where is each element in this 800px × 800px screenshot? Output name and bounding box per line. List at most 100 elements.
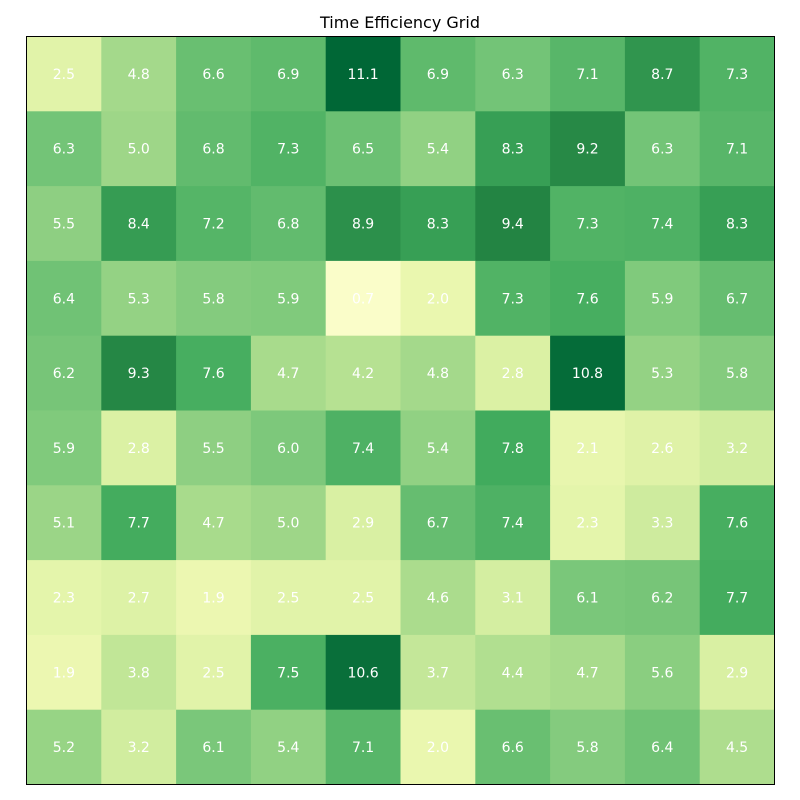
- cell-value-label: 6.5: [352, 142, 374, 158]
- heatmap-cell: [475, 709, 551, 785]
- cell-value-label: 6.6: [502, 740, 524, 756]
- cell-value-label: 5.9: [651, 291, 673, 307]
- heatmap-cell: [101, 335, 177, 411]
- cell-value-label: 5.4: [427, 441, 449, 457]
- cell-value-label: 7.7: [128, 516, 150, 532]
- cell-value-label: 5.3: [651, 366, 673, 382]
- cell-value-label: 7.2: [202, 217, 224, 233]
- cell-value-label: 7.5: [277, 665, 299, 681]
- heatmap-cell: [400, 560, 476, 636]
- heatmap-cell: [325, 36, 401, 112]
- heatmap-cell: [624, 111, 701, 187]
- heatmap-cell: [475, 560, 551, 636]
- cell-value-label: 2.0: [427, 740, 449, 756]
- cell-value-label: 7.1: [352, 740, 374, 756]
- heatmap-cell: [26, 260, 102, 337]
- cell-value-label: 7.3: [576, 217, 598, 233]
- heatmap-cell: [325, 186, 401, 262]
- heatmap-cell: [250, 335, 327, 411]
- cell-value-label: 3.1: [502, 591, 524, 607]
- heatmap-cell: [550, 560, 626, 636]
- heatmap-cell: [325, 560, 401, 636]
- cell-value-label: 6.7: [726, 291, 748, 307]
- cell-value-label: 7.8: [502, 441, 524, 457]
- cell-value-label: 5.8: [726, 366, 748, 382]
- heatmap-cell: [400, 111, 476, 187]
- cell-value-label: 3.7: [427, 665, 449, 681]
- heatmap-cell: [250, 186, 327, 262]
- cell-value-label: 4.8: [427, 366, 449, 382]
- cell-value-label: 5.5: [202, 441, 224, 457]
- cell-value-label: 6.0: [277, 441, 299, 457]
- heatmap-cell: [550, 111, 626, 187]
- heatmap-cell: [250, 709, 327, 785]
- heatmap-cell: [550, 36, 626, 112]
- heatmap-cell: [699, 485, 775, 561]
- cell-value-label: 6.2: [53, 366, 75, 382]
- cell-value-label: 6.8: [202, 142, 224, 158]
- heatmap-cell: [325, 111, 401, 187]
- heatmap-cell: [176, 260, 252, 337]
- cell-value-label: 9.3: [128, 366, 150, 382]
- cell-value-label: 7.6: [576, 291, 598, 307]
- heatmap-cell: [325, 260, 401, 337]
- heatmap-cell: [550, 634, 626, 711]
- cell-value-label: 4.8: [128, 67, 150, 83]
- cell-value-label: 2.3: [53, 591, 75, 607]
- heatmap-cell: [624, 709, 701, 785]
- heatmap-cell: [325, 335, 401, 411]
- heatmap-cell: [26, 485, 102, 561]
- cell-value-label: 7.3: [502, 291, 524, 307]
- heatmap-cell: [550, 260, 626, 337]
- cell-value-label: 6.4: [53, 291, 75, 307]
- cell-value-label: 8.4: [128, 217, 150, 233]
- cell-value-label: 4.7: [202, 516, 224, 532]
- heatmap-cell: [550, 709, 626, 785]
- heatmap-cell: [176, 634, 252, 711]
- cell-value-label: 4.7: [576, 665, 598, 681]
- cell-value-label: 3.2: [726, 441, 748, 457]
- cell-value-label: 6.9: [427, 67, 449, 83]
- heatmap-cell: [550, 410, 626, 486]
- heatmap-cell: [250, 36, 327, 112]
- cell-value-label: 4.4: [502, 665, 524, 681]
- heatmap-cell: [325, 709, 401, 785]
- cell-value-label: 3.3: [651, 516, 673, 532]
- heatmap-cell: [699, 410, 775, 486]
- heatmap-cell: [624, 560, 701, 636]
- cell-value-label: 2.1: [576, 441, 598, 457]
- heatmap-cell: [624, 634, 701, 711]
- cell-value-label: 5.1: [53, 516, 75, 532]
- heatmap-cell: [400, 410, 476, 486]
- heatmap-cell: [400, 335, 476, 411]
- cell-value-label: 5.4: [427, 142, 449, 158]
- heatmap-cell: [176, 709, 252, 785]
- cell-value-label: 5.0: [277, 516, 299, 532]
- cell-value-label: 6.7: [427, 516, 449, 532]
- heatmap-cell: [475, 36, 551, 112]
- cell-value-label: 4.6: [427, 591, 449, 607]
- heatmap-cell: [250, 634, 327, 711]
- heatmap-cell: [26, 335, 102, 411]
- heatmap-cell: [475, 410, 551, 486]
- cell-value-label: 1.9: [202, 591, 224, 607]
- cell-value-label: 2.5: [202, 665, 224, 681]
- cell-value-label: 2.7: [128, 591, 150, 607]
- cell-value-label: 0.7: [352, 291, 374, 307]
- heatmap-cell: [475, 111, 551, 187]
- cell-value-label: 7.1: [726, 142, 748, 158]
- heatmap-cell: [26, 111, 102, 187]
- heatmap-cell: [400, 36, 476, 112]
- cell-value-label: 5.6: [651, 665, 673, 681]
- heatmap-cell: [624, 260, 701, 337]
- cell-value-label: 2.5: [352, 591, 374, 607]
- heatmap-cell: [101, 186, 177, 262]
- cell-value-label: 7.1: [576, 67, 598, 83]
- cell-value-label: 5.2: [53, 740, 75, 756]
- cell-value-label: 7.3: [726, 67, 748, 83]
- cell-value-label: 5.5: [53, 217, 75, 233]
- cell-value-label: 3.2: [128, 740, 150, 756]
- heatmap-cell: [101, 260, 177, 337]
- heatmap-cells: 2.5 4.8 6.6 6.9 11.1 6.9 6.3 7.1 8.7 7.3 6.3 5.0 6.8…: [26, 36, 775, 785]
